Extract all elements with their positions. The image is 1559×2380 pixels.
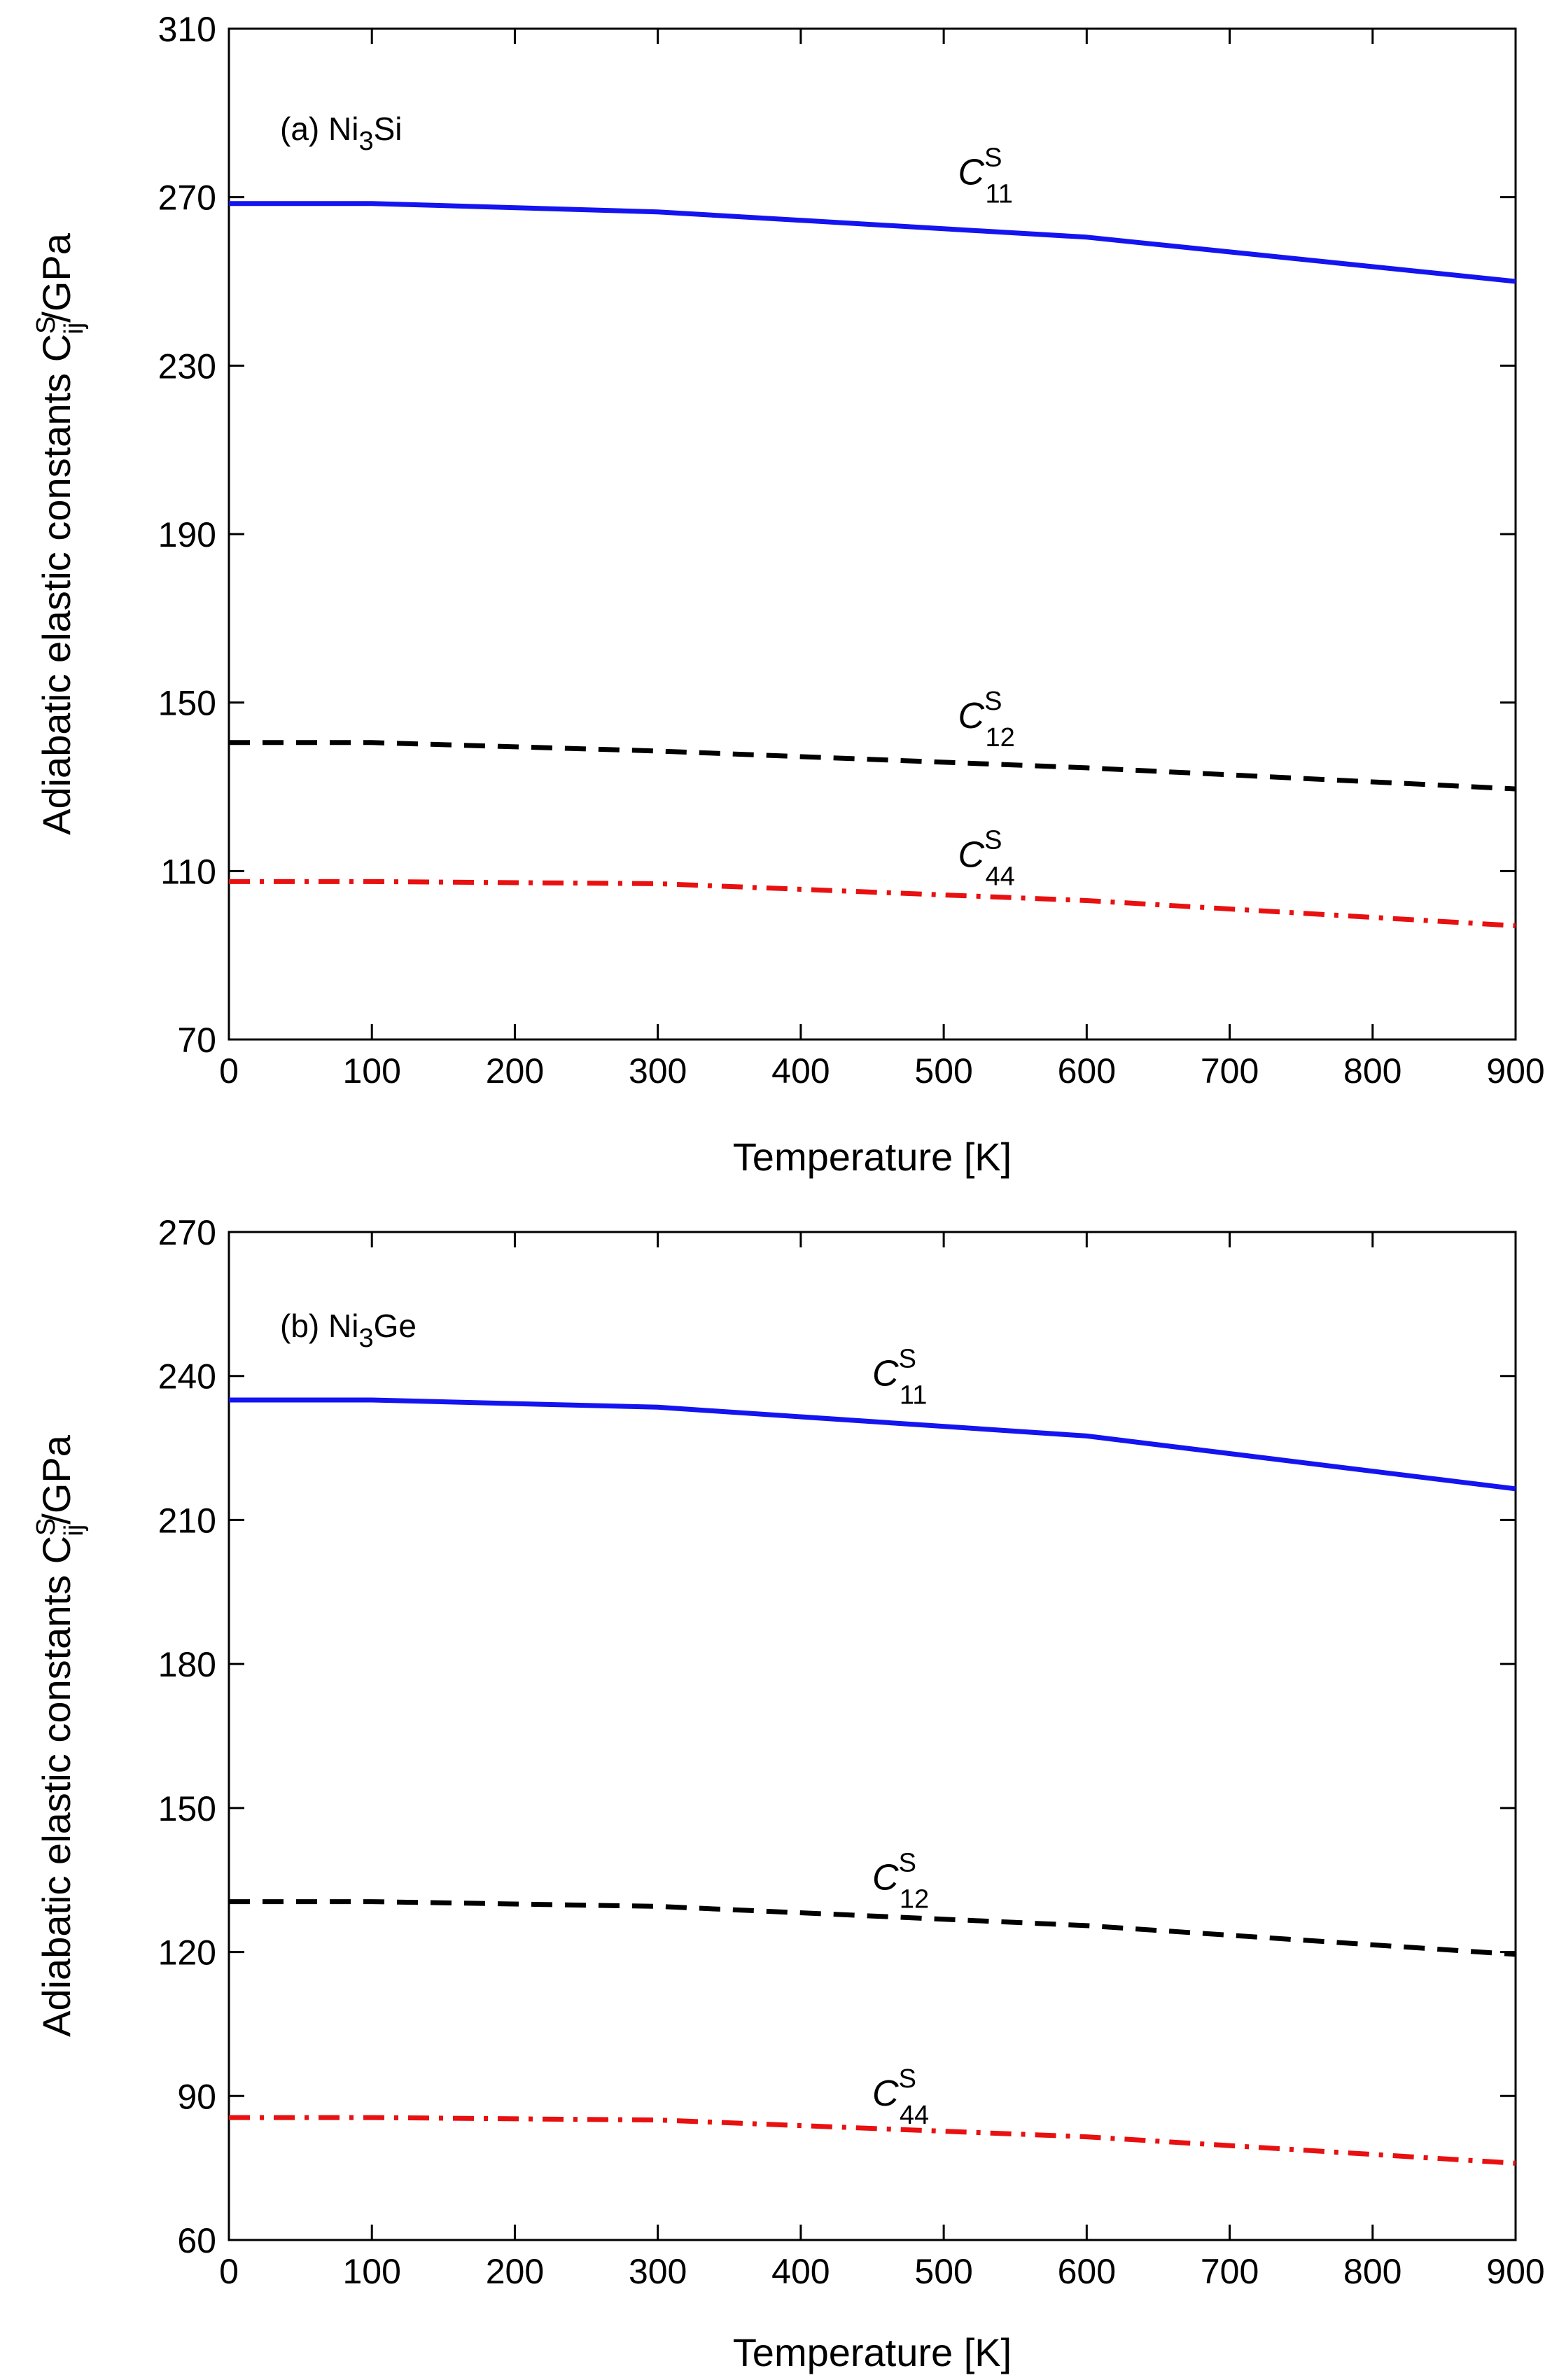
- y-tick-label: 150: [158, 1789, 216, 1828]
- panel-annotation-prefix: (a) Ni: [280, 111, 358, 147]
- panel-annotation-suffix: Si: [374, 111, 403, 147]
- series-label-sub: 12: [900, 1884, 929, 1914]
- series-label-base: C: [958, 834, 985, 875]
- series-label-c12s: CS 12: [872, 1848, 929, 1914]
- x-tick-label: 700: [1201, 2252, 1259, 2291]
- series-label-c11s: CS 11: [958, 144, 1013, 209]
- y-axis-label-sub: ij: [60, 1525, 89, 1536]
- x-axis-label: Temperature [K]: [733, 2330, 1012, 2374]
- series-label-sup: S: [899, 2064, 916, 2094]
- y-axis-label-main: Adiabatic elastic constants C: [34, 334, 78, 835]
- x-tick-label: 400: [771, 2252, 830, 2291]
- y-axis-label-sup: S: [32, 1518, 61, 1536]
- series-label-base: C: [958, 153, 985, 193]
- panel-annotation-sub: 3: [358, 1324, 373, 1353]
- x-tick-label: 800: [1343, 2252, 1401, 2291]
- y-axis-label-sub: ij: [60, 323, 89, 335]
- series-label-sub: 11: [985, 180, 1012, 209]
- y-axis-label-sup: S: [32, 316, 61, 334]
- x-tick-label: 100: [343, 1051, 401, 1091]
- x-tick-label: 300: [629, 2252, 687, 2291]
- x-tick-label: 0: [219, 1051, 239, 1091]
- x-tick-label: 800: [1343, 1051, 1401, 1091]
- y-axis-label-unit: /GPa: [34, 232, 78, 322]
- y-tick-label: 270: [158, 178, 216, 218]
- x-tick-label: 900: [1486, 2252, 1544, 2291]
- y-tick-label: 210: [158, 1501, 216, 1540]
- x-tick-label: 200: [486, 1051, 544, 1091]
- y-axis-label: Adiabatic elastic constants CSij/GPa: [32, 1434, 89, 2037]
- y-tick-label: 110: [160, 852, 216, 891]
- y-tick-label: 150: [158, 684, 216, 723]
- panel-annotation-suffix: Ge: [374, 1308, 417, 1344]
- y-tick-label: 310: [158, 10, 216, 49]
- x-tick-label: 600: [1058, 1051, 1116, 1091]
- y-axis-label-unit: /GPa: [34, 1434, 78, 1524]
- plot-area-frame: [228, 1231, 1517, 2241]
- series-label-sup: S: [984, 825, 1002, 855]
- panel-annotation-prefix: (b) Ni: [280, 1308, 358, 1344]
- series-label-sub: 12: [985, 723, 1014, 752]
- series-label-c44s: CS 44: [958, 825, 1015, 891]
- x-tick-label: 500: [914, 2252, 972, 2291]
- series-label-sub: 44: [900, 2101, 929, 2130]
- series-label-base: C: [958, 696, 985, 736]
- x-tick-label: 100: [343, 2252, 401, 2291]
- panel-annotation: (b) Ni3Ge: [280, 1308, 417, 1353]
- x-tick-label: 600: [1058, 2252, 1116, 2291]
- y-tick-label: 60: [177, 2221, 216, 2260]
- y-tick-label: 180: [158, 1645, 216, 1684]
- x-tick-label: 700: [1201, 1051, 1259, 1091]
- series-label-c44s: CS 44: [872, 2064, 929, 2130]
- x-tick-label: 900: [1486, 1051, 1544, 1091]
- series-label-sub: 44: [985, 862, 1014, 891]
- series-label-sub: 11: [900, 1380, 927, 1410]
- panel-annotation-sub: 3: [358, 127, 373, 156]
- series-label-sup: S: [984, 687, 1002, 716]
- y-tick-label: 70: [177, 1021, 216, 1060]
- series-label-base: C: [872, 1857, 899, 1898]
- panel-annotation: (a) Ni3Si: [280, 111, 403, 156]
- y-axis-label-main: Adiabatic elastic constants C: [34, 1536, 78, 2037]
- series-label-c12s: CS 12: [958, 687, 1015, 752]
- series-label-sup: S: [899, 1344, 916, 1373]
- series-line-c44s: [229, 2115, 1516, 2166]
- y-tick-label: 90: [177, 2077, 216, 2116]
- y-tick-label: 270: [158, 1213, 216, 1252]
- x-tick-label: 200: [486, 2252, 544, 2291]
- x-tick-label: 300: [629, 1051, 687, 1091]
- series-label-sup: S: [984, 144, 1002, 173]
- y-axis-label: Adiabatic elastic constants CSij/GPa: [32, 232, 89, 835]
- series-label-base: C: [872, 1353, 899, 1394]
- y-tick-label: 230: [158, 346, 216, 386]
- series-label-c11s: CS 11: [872, 1344, 927, 1410]
- series-line-c11s: [229, 1397, 1516, 1492]
- panel-b: 0 100 200 300 400 500 600 700 800 900 60 90 120 150 18…: [32, 1213, 1545, 2374]
- y-tick-label: 240: [158, 1357, 216, 1396]
- series-label-sup: S: [899, 1848, 916, 1877]
- x-axis-label: Temperature [K]: [733, 1135, 1012, 1179]
- series-line-c11s: [229, 201, 1516, 284]
- series-label-base: C: [872, 2073, 899, 2114]
- x-tick-label: 500: [914, 1051, 972, 1091]
- x-tick-label: 0: [219, 2252, 239, 2291]
- y-tick-label: 190: [158, 515, 216, 554]
- y-tick-label: 120: [158, 1933, 216, 1973]
- x-tick-label: 400: [771, 1051, 830, 1091]
- panel-a: 0 100 200 300 400 500 600 700 800 900 70 110 150 190 2…: [32, 10, 1545, 1179]
- series-line-c44s: [229, 878, 1516, 928]
